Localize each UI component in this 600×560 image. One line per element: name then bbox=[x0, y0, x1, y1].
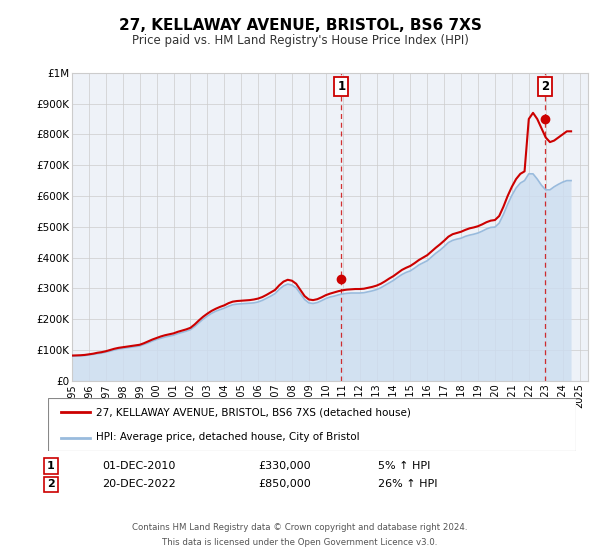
Text: Price paid vs. HM Land Registry's House Price Index (HPI): Price paid vs. HM Land Registry's House … bbox=[131, 34, 469, 47]
Text: 27, KELLAWAY AVENUE, BRISTOL, BS6 7XS: 27, KELLAWAY AVENUE, BRISTOL, BS6 7XS bbox=[119, 18, 481, 32]
Text: 26% ↑ HPI: 26% ↑ HPI bbox=[378, 479, 437, 489]
Text: 2: 2 bbox=[541, 80, 549, 93]
Text: 1: 1 bbox=[47, 461, 55, 471]
Text: 2: 2 bbox=[47, 479, 55, 489]
FancyBboxPatch shape bbox=[48, 398, 576, 451]
Text: 20-DEC-2022: 20-DEC-2022 bbox=[102, 479, 176, 489]
Text: This data is licensed under the Open Government Licence v3.0.: This data is licensed under the Open Gov… bbox=[163, 538, 437, 547]
Text: 27, KELLAWAY AVENUE, BRISTOL, BS6 7XS (detached house): 27, KELLAWAY AVENUE, BRISTOL, BS6 7XS (d… bbox=[95, 408, 410, 418]
Text: HPI: Average price, detached house, City of Bristol: HPI: Average price, detached house, City… bbox=[95, 432, 359, 442]
Text: £850,000: £850,000 bbox=[258, 479, 311, 489]
Text: 01-DEC-2010: 01-DEC-2010 bbox=[102, 461, 175, 471]
Text: 5% ↑ HPI: 5% ↑ HPI bbox=[378, 461, 430, 471]
Text: Contains HM Land Registry data © Crown copyright and database right 2024.: Contains HM Land Registry data © Crown c… bbox=[132, 523, 468, 532]
Text: 1: 1 bbox=[337, 80, 346, 93]
Text: £330,000: £330,000 bbox=[258, 461, 311, 471]
